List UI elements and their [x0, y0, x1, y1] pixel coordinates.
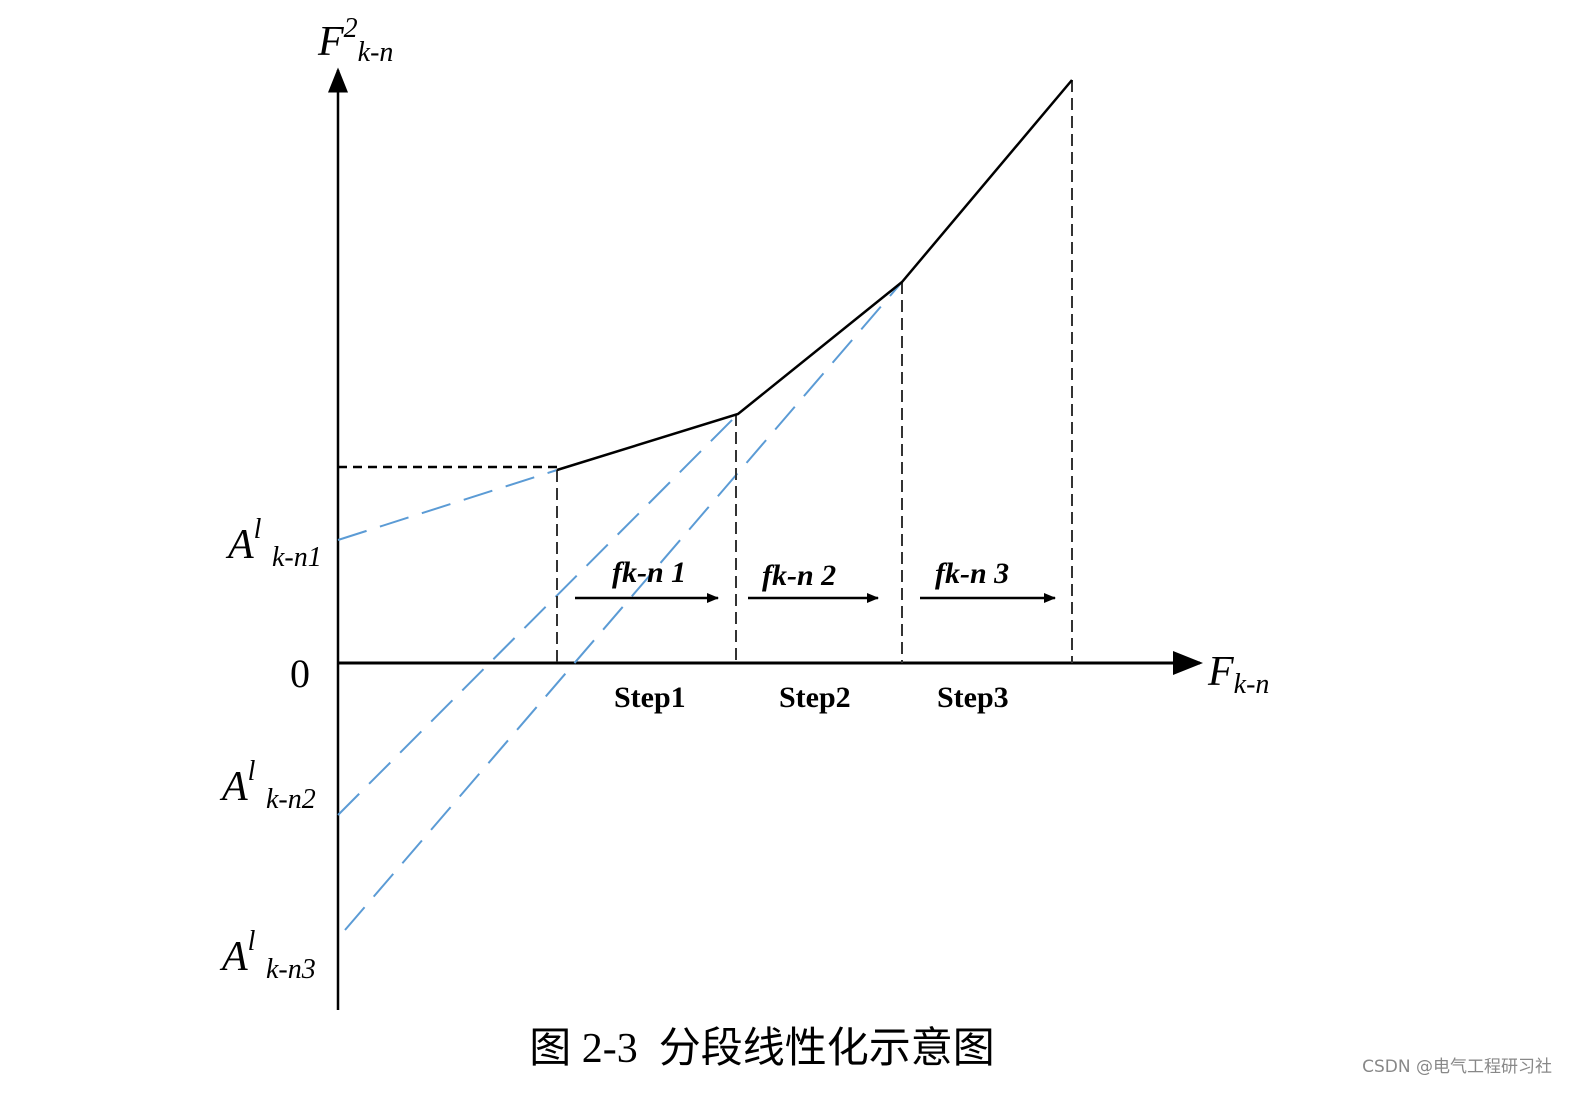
- intercept-label: Al k-n3: [219, 926, 316, 985]
- label-base: A: [219, 934, 248, 980]
- slope-label: fk-n 1: [612, 556, 686, 589]
- label-sub: k-n1: [272, 542, 322, 573]
- label-sup: l: [248, 926, 256, 957]
- guide-lines: [556, 80, 1073, 663]
- tangent-lines: [337, 281, 903, 931]
- label-base: F: [1207, 649, 1234, 695]
- tangent-line: [337, 469, 558, 541]
- label-sub: k-n3: [266, 954, 316, 985]
- label-sub: k-n: [358, 37, 394, 68]
- watermark: CSDN @电气工程研习社: [1362, 1057, 1552, 1077]
- label-base: A: [225, 522, 254, 568]
- intercept-label: Al k-n1: [225, 514, 322, 573]
- origin-label: 0: [290, 651, 310, 696]
- label-sup: l: [248, 756, 256, 787]
- step-label: Step3: [937, 681, 1009, 714]
- tangent-line: [344, 281, 903, 931]
- label-sup: l: [254, 514, 262, 545]
- step-label: Step2: [779, 681, 851, 714]
- tangent-line: [337, 413, 739, 816]
- y-axis-label: F2k-n: [317, 13, 393, 68]
- piecewise-curve: [556, 79, 1073, 472]
- step-label: Step1: [614, 681, 686, 714]
- label-sup: 2: [344, 13, 358, 44]
- x-axis-label: Fk-n: [1207, 649, 1269, 700]
- intercept-label: Al k-n2: [219, 756, 316, 815]
- label-sub: k-n: [1234, 669, 1270, 700]
- label-sub: k-n2: [266, 784, 316, 815]
- caption: 图 2-3 分段线性化示意图: [529, 1025, 995, 1072]
- slope-label: fk-n 2: [762, 559, 836, 592]
- label-base: A: [219, 764, 248, 810]
- slope-label: fk-n 3: [935, 557, 1009, 590]
- label-base: F: [317, 19, 344, 65]
